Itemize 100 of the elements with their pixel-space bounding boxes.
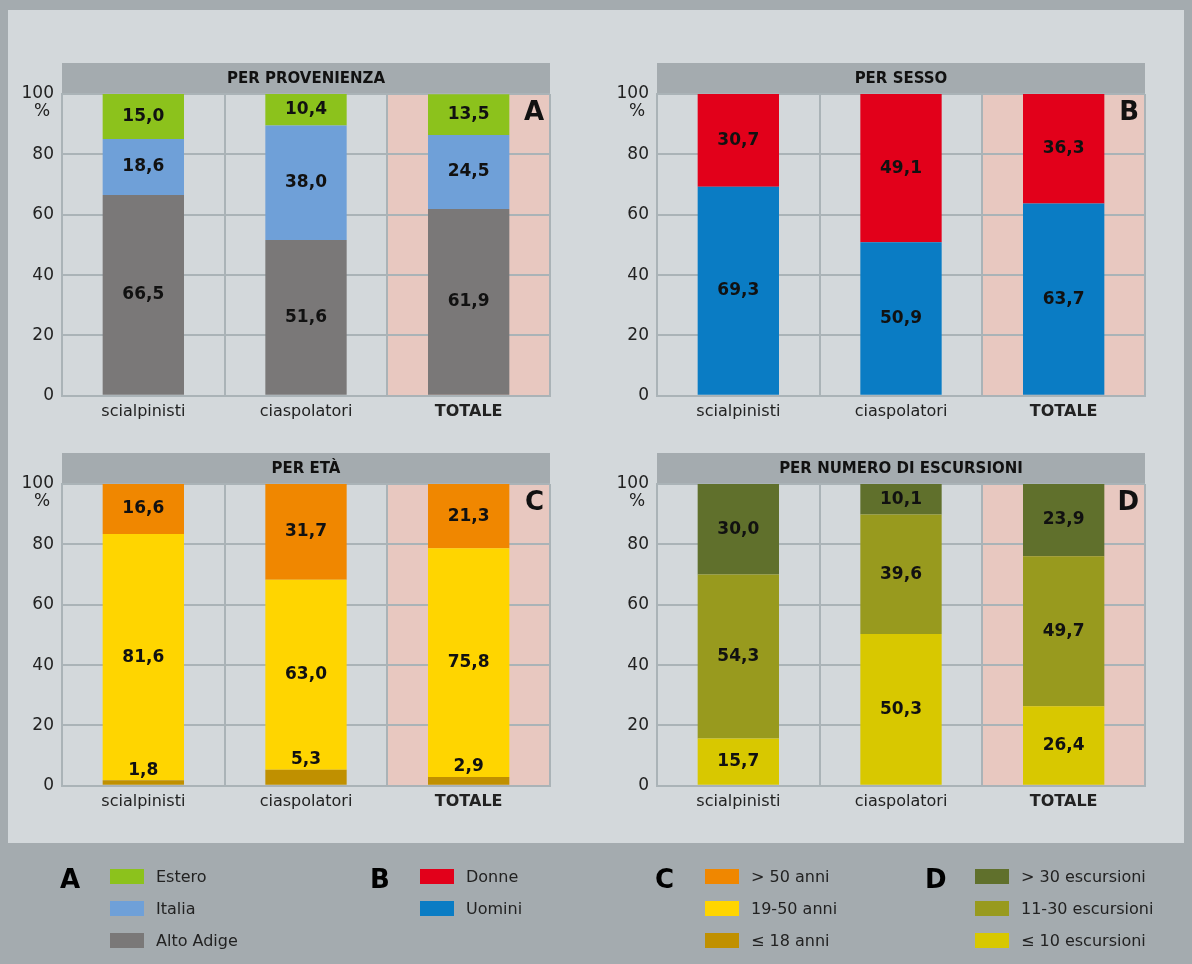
y-tick-label: 0	[43, 774, 54, 795]
data-label: 61,9	[447, 290, 490, 311]
bar	[860, 94, 942, 243]
x-tick-label: scialpinisti	[696, 790, 781, 810]
bar	[860, 634, 942, 785]
data-label: 51,6	[285, 305, 327, 326]
data-label: 16,6	[122, 497, 165, 518]
x-tick-label: scialpinisti	[696, 400, 781, 420]
legend-label: Estero	[156, 866, 207, 886]
bar	[697, 574, 779, 739]
y-tick-label: 20	[627, 323, 649, 344]
legend-label: ≤ 10 escursioni	[1021, 930, 1146, 950]
x-tick-label: ciaspolatori	[854, 400, 948, 420]
y-tick-label: 60	[32, 203, 54, 224]
bar	[265, 240, 347, 395]
bar	[428, 94, 510, 136]
data-label: 63,0	[285, 663, 328, 684]
x-tick-label: TOTALE	[1029, 400, 1098, 420]
x-tick-label: scialpinisti	[101, 400, 186, 420]
bar	[1023, 203, 1105, 395]
bar	[265, 125, 347, 241]
bar	[102, 195, 184, 395]
data-label: 18,6	[122, 155, 165, 176]
y-tick-label: 0	[638, 384, 649, 405]
data-label: 23,9	[1042, 508, 1085, 529]
legend-label: Uomini	[466, 898, 523, 918]
data-label: 50,3	[880, 697, 922, 718]
data-label: 10,4	[285, 98, 328, 119]
legend-label: > 50 anni	[751, 866, 830, 886]
data-label: 66,5	[122, 283, 165, 304]
data-label: 10,1	[880, 487, 922, 508]
y-tick-label: 20	[627, 713, 649, 734]
y-tick-label: 40	[627, 263, 649, 284]
chart-title: PER ETÀ	[271, 457, 341, 477]
data-label: 13,5	[447, 103, 490, 124]
bar	[697, 484, 779, 575]
bar	[697, 186, 779, 395]
bar	[428, 777, 510, 785]
legend-label: 11-30 escursioni	[1021, 898, 1154, 918]
bar	[102, 138, 184, 196]
annotation: D	[1117, 485, 1139, 516]
annotation: C	[524, 485, 544, 516]
bar	[265, 484, 347, 580]
annotation: A	[523, 95, 544, 126]
legend-title: A	[60, 864, 82, 894]
legend-title: D	[925, 864, 948, 894]
data-label: 50,9	[880, 306, 922, 327]
bar	[265, 769, 347, 785]
y-tick-label: 80	[627, 142, 649, 163]
legend-label: ≤ 18 anni	[751, 930, 830, 950]
x-tick-label: ciaspolatori	[259, 790, 353, 810]
bar	[1023, 484, 1105, 557]
x-tick-label: ciaspolatori	[259, 400, 353, 420]
y-tick-label: 60	[32, 593, 54, 614]
data-label: 54,3	[717, 644, 760, 665]
data-label: 39,6	[880, 562, 922, 583]
bar	[428, 208, 510, 395]
legend-label: Italia	[156, 898, 196, 918]
bar	[102, 484, 184, 535]
bar	[1023, 556, 1105, 707]
x-tick-label: scialpinisti	[101, 790, 186, 810]
legend-title: B	[370, 864, 391, 894]
bar	[428, 484, 510, 549]
y-tick-label: 20	[32, 323, 54, 344]
y-tick-label: 60	[627, 203, 649, 224]
legend-label: Alto Adige	[156, 930, 238, 950]
annotation: B	[1119, 95, 1139, 126]
y-tick-label: 60	[627, 593, 649, 614]
bar	[1023, 706, 1105, 785]
data-label: 26,4	[1042, 733, 1085, 754]
chart-title: PER PROVENIENZA	[226, 68, 386, 87]
data-label: 38,0	[285, 171, 328, 192]
chart-title: PER NUMERO DI ESCURSIONI	[779, 458, 1023, 477]
y-tick-label: 80	[32, 532, 54, 553]
bar	[428, 548, 510, 778]
data-label: 69,3	[717, 279, 760, 300]
y-tick-label: 0	[43, 384, 54, 405]
x-tick-label: TOTALE	[434, 400, 503, 420]
y-tick-label: 20	[32, 713, 54, 734]
bar	[860, 514, 942, 634]
y-tick-label: 80	[627, 532, 649, 553]
bar	[265, 579, 347, 770]
y-tick-label: 40	[32, 263, 54, 284]
x-tick-label: TOTALE	[434, 790, 503, 810]
data-label: 49,1	[880, 156, 922, 177]
data-label: 49,7	[1042, 619, 1085, 640]
bar	[697, 738, 779, 785]
bar	[102, 780, 184, 785]
y-tick-label: 40	[32, 653, 54, 674]
y-tick-label: 80	[32, 142, 54, 163]
data-label: 24,5	[447, 160, 490, 181]
data-label: 5,3	[290, 748, 322, 769]
bar	[860, 242, 942, 395]
legend-label: Donne	[466, 866, 519, 886]
data-label: 31,7	[285, 520, 327, 541]
data-label: 75,8	[447, 651, 490, 672]
data-label: 15,0	[122, 104, 165, 125]
bar	[102, 534, 184, 781]
x-tick-label: TOTALE	[1029, 790, 1098, 810]
y-tick-label: 40	[627, 653, 649, 674]
